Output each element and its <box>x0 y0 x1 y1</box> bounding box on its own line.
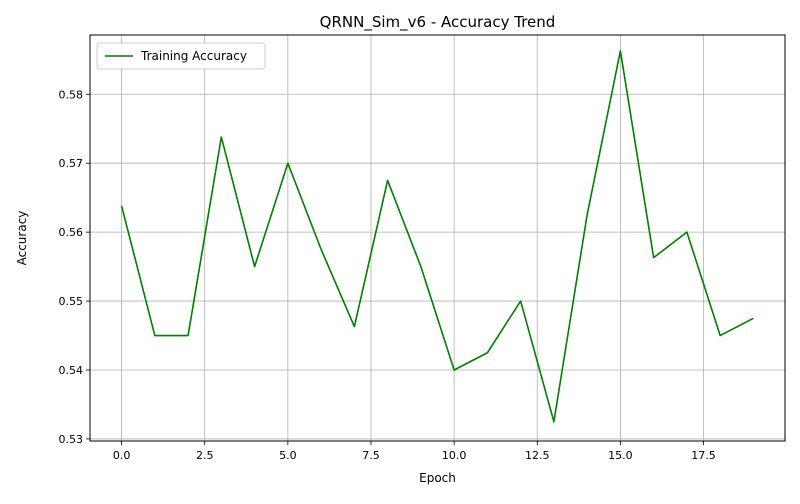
y-tick-label: 0.55 <box>59 295 84 308</box>
y-tick-label: 0.58 <box>59 88 84 101</box>
chart-title: QRNN_Sim_v6 - Accuracy Trend <box>320 13 556 32</box>
y-axis-label: Accuracy <box>15 211 29 266</box>
x-tick-label: 0.0 <box>113 449 131 462</box>
y-axis-ticks: 0.53 0.54 0.55 0.56 0.57 0.58 <box>59 88 90 446</box>
x-tick-label: 7.5 <box>362 449 380 462</box>
series-layer <box>120 50 754 423</box>
x-tick-label: 15.0 <box>608 449 633 462</box>
series-line-training-accuracy <box>120 50 754 423</box>
x-axis-label: Epoch <box>419 471 456 485</box>
legend-label: Training Accuracy <box>140 49 247 63</box>
x-tick-label: 2.5 <box>196 449 214 462</box>
x-tick-label: 10.0 <box>442 449 467 462</box>
legend: Training Accuracy <box>96 42 266 70</box>
x-tick-label: 5.0 <box>279 449 297 462</box>
x-tick-label: 12.5 <box>525 449 550 462</box>
plot-frame <box>89 34 786 442</box>
y-tick-label: 0.57 <box>59 157 84 170</box>
x-axis-ticks: 0.0 2.5 5.0 7.5 10.0 12.5 15.0 17.5 <box>113 441 716 462</box>
y-tick-label: 0.53 <box>59 433 84 446</box>
y-tick-label: 0.54 <box>59 364 84 377</box>
x-tick-label: 17.5 <box>691 449 716 462</box>
legend-box <box>96 42 266 70</box>
y-tick-label: 0.56 <box>59 226 84 239</box>
